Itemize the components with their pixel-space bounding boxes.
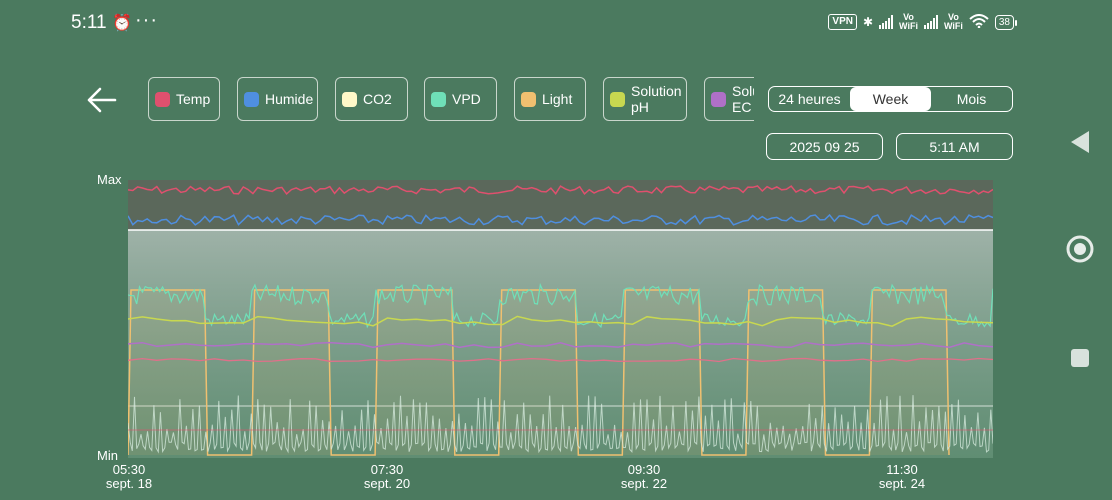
signal-icon: [879, 15, 894, 29]
legend-label: VPD: [452, 91, 481, 107]
solution-ph-swatch: [610, 91, 625, 107]
legend-label: CO2: [363, 91, 392, 107]
light-line: [128, 289, 950, 456]
back-arrow-icon[interactable]: [86, 86, 118, 114]
legend-chip-temp[interactable]: Temp: [148, 77, 220, 121]
date-picker[interactable]: 2025 09 25: [766, 133, 883, 160]
range-month-option[interactable]: Mois: [956, 91, 987, 107]
legend-chip-solution-ec[interactable]: Solution EC: [704, 77, 754, 121]
legend-chip-solution-ph[interactable]: Solution pH: [603, 77, 687, 121]
bluetooth-icon: ✱: [862, 15, 874, 29]
humide-swatch: [244, 91, 259, 107]
y-axis-min-label: Min: [97, 448, 118, 463]
status-time: 5:11: [71, 12, 107, 33]
legend-label: Solution EC: [732, 83, 754, 115]
sensor-chart[interactable]: [128, 180, 993, 458]
legend-chip-co2[interactable]: CO2: [335, 77, 408, 121]
temp-secondary-line: [128, 357, 993, 363]
temp-line: [128, 185, 993, 196]
nav-recents-icon[interactable]: [1060, 338, 1100, 378]
vpd-line: [128, 282, 993, 329]
legend-label: Light: [542, 91, 573, 107]
vowifi-label-2: Vo WiFi: [943, 12, 963, 31]
status-bar: 5:11 ⏰ ··· VPN ✱ Vo WiFi Vo WiFi 38: [0, 0, 1112, 46]
status-icons: VPN ✱ Vo WiFi Vo WiFi 38: [828, 12, 1018, 31]
humide-line: [128, 213, 993, 226]
wifi-icon: [969, 13, 989, 31]
x-axis-label: 09:30 sept. 22: [620, 462, 668, 491]
solution-ec-line: [128, 341, 993, 349]
light-swatch: [521, 91, 536, 107]
x-axis-label: 05:30 sept. 18: [105, 462, 153, 491]
temp-swatch: [155, 91, 170, 107]
solution-ph-line: [128, 315, 993, 327]
legend-label: Solution pH: [631, 83, 682, 115]
more-notifications-icon: ···: [135, 9, 158, 31]
nav-back-icon[interactable]: [1060, 122, 1100, 162]
legend-chip-humide[interactable]: Humide: [237, 77, 318, 121]
nav-home-icon[interactable]: [1060, 229, 1100, 269]
y-axis-max-label: Max: [97, 172, 122, 187]
legend-chips: Temp Humide CO2 VPD Light Solution pH So…: [148, 77, 754, 123]
range-week-option[interactable]: Week: [850, 87, 931, 111]
time-picker[interactable]: 5:11 AM: [896, 133, 1013, 160]
range-24h-option[interactable]: 24 heures: [778, 91, 841, 107]
range-selector: 24 heures Week Mois: [768, 86, 1013, 112]
x-axis-label: 07:30 sept. 20: [363, 462, 411, 491]
co2-line: [128, 395, 993, 454]
legend-label: Humide: [265, 91, 314, 107]
legend-label: Temp: [176, 91, 211, 107]
x-axis-label: 11:30 sept. 24: [878, 462, 926, 491]
vpn-badge: VPN: [828, 14, 857, 30]
signal-icon-2: [923, 15, 938, 29]
alarm-icon: ⏰: [112, 15, 132, 32]
vpd-swatch: [431, 91, 446, 107]
co2-swatch: [342, 91, 357, 107]
solution-ec-swatch: [711, 91, 726, 107]
legend-chip-light[interactable]: Light: [514, 77, 586, 121]
legend-chip-vpd[interactable]: VPD: [424, 77, 497, 121]
battery-icon: 38: [994, 14, 1018, 30]
vowifi-label: Vo WiFi: [899, 12, 918, 31]
